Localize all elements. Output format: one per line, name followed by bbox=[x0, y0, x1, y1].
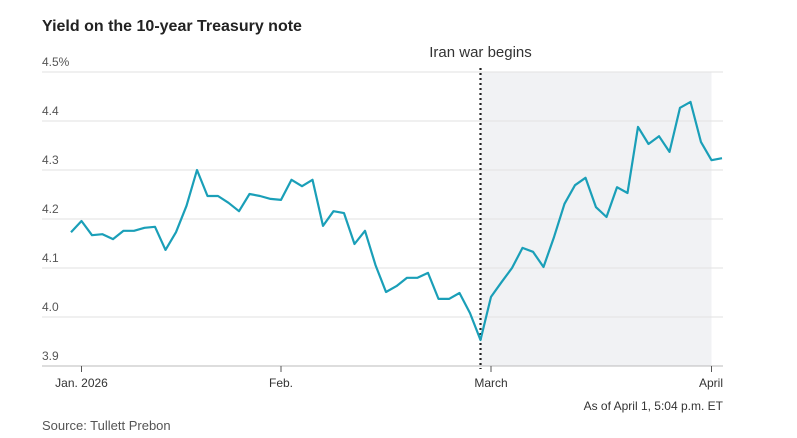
y-tick-label: 4.3 bbox=[42, 153, 59, 167]
x-tick-label: Feb. bbox=[269, 376, 293, 390]
y-tick-label: 3.9 bbox=[42, 349, 59, 363]
x-tick-label: March bbox=[474, 376, 507, 390]
x-tick-label: April bbox=[699, 376, 723, 390]
chart-title: Yield on the 10-year Treasury note bbox=[42, 18, 302, 35]
x-tick-label: Jan. 2026 bbox=[55, 376, 108, 390]
y-tick-label: 4.5% bbox=[42, 55, 70, 69]
y-tick-label: 4.1 bbox=[42, 251, 59, 265]
timestamp-note: As of April 1, 5:04 p.m. ET bbox=[584, 399, 724, 413]
y-tick-label: 4.2 bbox=[42, 202, 59, 216]
y-tick-label: 4.4 bbox=[42, 104, 59, 118]
series-line-10yr-yield bbox=[70, 100, 723, 342]
source-note: Source: Tullett Prebon bbox=[42, 418, 171, 433]
y-tick-label: 4.0 bbox=[42, 300, 59, 314]
event-annotation: Iran war begins bbox=[429, 44, 532, 61]
